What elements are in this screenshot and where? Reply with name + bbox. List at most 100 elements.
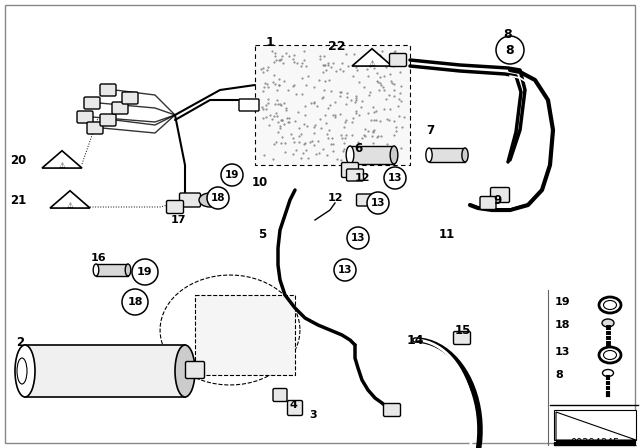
Bar [429,148,465,162]
Point [271,109,281,116]
Point [375,79,385,86]
Point [299,48,309,55]
Point [261,80,271,87]
Circle shape [207,187,229,209]
Point [371,78,381,85]
Point [257,103,267,111]
Text: 14: 14 [406,333,424,346]
Ellipse shape [602,370,614,376]
Point [385,70,395,78]
Bar [255,45,410,165]
Point [394,95,404,102]
Point [258,106,268,113]
Point [286,130,296,138]
Text: 12: 12 [355,173,370,183]
Point [296,130,307,138]
Point [356,147,367,155]
Text: 11: 11 [439,228,455,241]
Point [346,146,356,154]
FancyBboxPatch shape [166,201,184,214]
Point [274,81,284,88]
Point [376,152,386,159]
Point [268,79,278,86]
Point [356,134,367,142]
Point [284,52,294,60]
Text: 19: 19 [225,170,239,180]
Text: 19: 19 [555,297,571,307]
Point [318,145,328,152]
Point [277,133,287,140]
Point [269,49,280,56]
Point [339,145,349,152]
FancyBboxPatch shape [480,197,496,210]
Point [381,140,392,147]
Point [279,99,289,106]
Point [280,148,290,155]
Point [326,87,336,95]
Point [328,111,339,118]
Point [372,134,382,141]
Point [374,51,385,58]
Point [275,100,285,108]
Point [257,65,268,72]
Point [385,144,395,151]
Point [259,152,269,159]
Point [335,156,346,163]
Point [348,72,358,79]
Point [256,65,266,73]
Point [308,141,319,148]
Point [276,56,286,63]
Point [326,64,336,71]
FancyBboxPatch shape [490,188,509,202]
Point [288,134,298,142]
Point [336,132,346,139]
FancyBboxPatch shape [346,169,364,181]
Point [340,134,350,142]
Point [384,91,394,99]
Point [353,140,364,147]
Point [331,68,341,75]
Point [369,129,379,136]
Point [284,86,294,93]
Point [300,139,310,146]
Ellipse shape [93,264,99,276]
Point [277,116,287,123]
Point [305,138,316,146]
Point [263,84,273,91]
Point [275,122,285,129]
Text: 8: 8 [555,370,563,380]
Point [354,78,364,85]
Point [381,96,391,103]
Point [289,58,300,65]
FancyBboxPatch shape [100,84,116,96]
Point [296,60,307,67]
Ellipse shape [426,148,432,162]
Point [308,123,319,130]
Point [369,127,379,134]
FancyBboxPatch shape [239,99,259,111]
Point [395,89,405,96]
Point [275,57,285,64]
Point [353,67,363,74]
Polygon shape [42,151,82,168]
Point [328,59,339,66]
Point [360,125,370,133]
Point [351,107,362,114]
Point [384,116,394,123]
Point [328,148,338,155]
Point [389,92,399,99]
Point [302,123,312,130]
Circle shape [334,259,356,281]
Circle shape [122,289,148,315]
Point [273,118,283,125]
Point [289,81,299,88]
Point [282,114,292,121]
Point [362,65,372,73]
Point [293,132,303,139]
Point [376,148,386,155]
Point [335,89,346,96]
Point [337,59,347,66]
Point [332,155,342,163]
Point [381,63,391,70]
Circle shape [496,36,524,64]
